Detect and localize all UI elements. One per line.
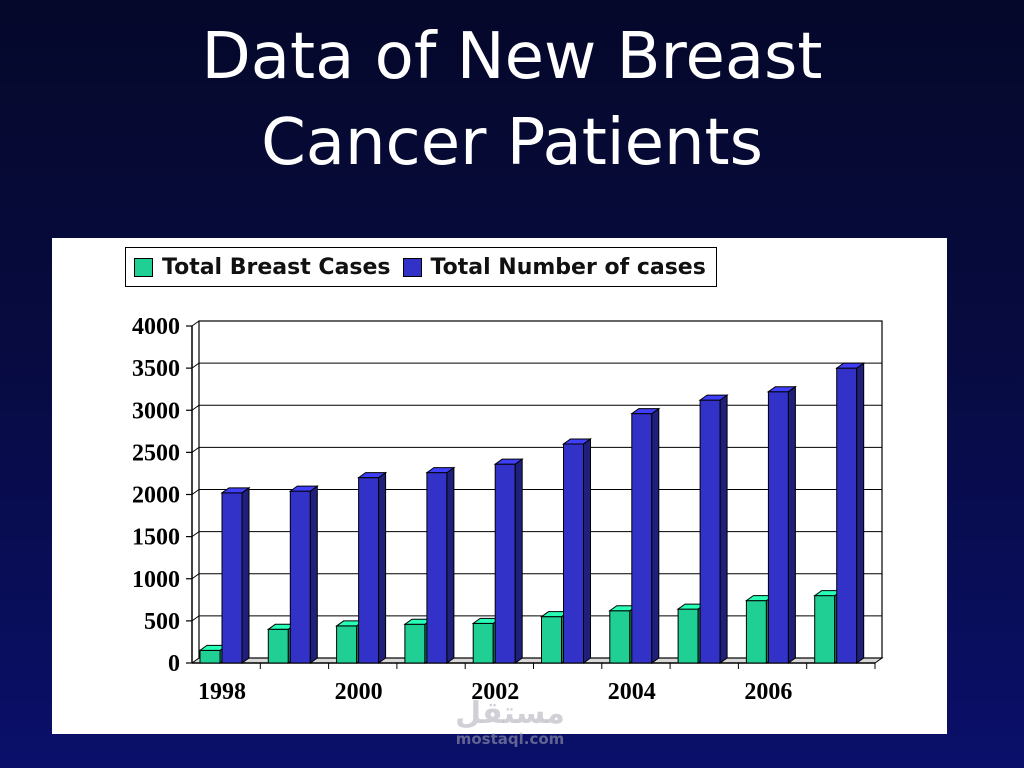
bar-2004-total-cases-side: [651, 407, 660, 664]
bar-2001-total-cases-top: [425, 467, 456, 474]
slide-title: Data of New Breast Cancer Patients: [0, 14, 1024, 186]
bar-2001-total-cases-side: [446, 466, 455, 664]
x-tick-label: 2004: [608, 679, 656, 705]
chart-panel: 0 500 1000 1500 2000 2500 3000 3500 4000 1998 2000…: [52, 238, 947, 734]
y-tick-label: 3500: [132, 356, 180, 382]
bar-2006-total-cases-top: [766, 386, 797, 393]
bar-1998-breast-cases: [199, 649, 221, 664]
legend-item: Total Number of cases: [402, 254, 706, 280]
bar-2002-total-cases: [494, 463, 516, 664]
bar-2003-total-cases-top: [561, 438, 593, 445]
watermark: مستقل mostaql.com: [430, 696, 590, 749]
y-tick-label: 2500: [132, 440, 180, 466]
bar-2006-breast-cases: [745, 600, 767, 664]
y-tick-label: 4000: [132, 314, 180, 340]
bar-2007-total-cases: [836, 367, 858, 664]
bar-2005-total-cases-top: [698, 394, 729, 401]
bar-2007-breast-cases: [814, 595, 836, 664]
bar-2002-total-cases-top: [493, 458, 524, 465]
y-tick-label: 1000: [132, 567, 180, 593]
bar-1999-total-cases: [289, 490, 311, 664]
bar-2000-total-cases-side: [378, 471, 387, 664]
y-tick-label: 0: [168, 651, 180, 677]
bar-2004-breast-cases: [609, 610, 631, 664]
bar-2003-total-cases-side: [583, 437, 591, 664]
x-tick-label: 2006: [744, 679, 792, 705]
bar-2006-total-cases-side: [787, 385, 796, 664]
y-tick-label: 1500: [132, 525, 180, 551]
bar-2003-breast-cases: [541, 616, 562, 664]
bar-2002-total-cases-side: [514, 458, 523, 664]
x-tick-label: 2002: [471, 679, 519, 705]
x-tick-label: 1998: [198, 679, 246, 705]
bar-1999-total-cases-top: [288, 485, 319, 492]
slide-title-line-2: Cancer Patients: [261, 106, 763, 180]
gridline-diagonal: [191, 362, 200, 369]
gridline-diagonal: [191, 489, 200, 495]
gridline-diagonal: [191, 446, 200, 453]
bar-1999-breast-cases: [267, 628, 289, 664]
bar-chart: 0 500 1000 1500 2000 2500 3000 3500 4000 1998 2000…: [132, 314, 884, 705]
bar-2002-breast-cases: [472, 622, 494, 664]
bar-2004-total-cases: [631, 413, 653, 664]
bar-2005-breast-cases: [677, 608, 699, 664]
bar-2007-total-cases-top: [835, 362, 866, 369]
watermark-site: mostaql.com: [455, 730, 565, 748]
bar-2001-total-cases: [426, 472, 448, 664]
bar-1998-total-cases: [221, 492, 243, 664]
y-tick-label: 3000: [132, 398, 180, 424]
bar-2004-total-cases-top: [630, 408, 661, 415]
gridline-diagonal: [191, 531, 200, 538]
legend-label: Total Breast Cases: [162, 254, 391, 280]
bar-2000-total-cases: [358, 477, 380, 664]
bar-1998-total-cases-side: [241, 486, 250, 664]
watermark-logo: مستقل: [455, 696, 565, 731]
bar-2005-total-cases-side: [719, 394, 728, 664]
legend-label: Total Number of cases: [430, 254, 706, 280]
bar-2003-total-cases: [563, 443, 584, 664]
gridline-diagonal: [191, 573, 200, 580]
bar-2000-breast-cases: [336, 625, 358, 664]
bar-1999-total-cases-side: [309, 485, 318, 664]
gridline-diagonal: [191, 404, 200, 411]
legend-swatch: [134, 257, 153, 277]
bar-2000-total-cases-top: [357, 472, 388, 479]
x-tick-label: 2000: [335, 679, 383, 705]
bar-2005-total-cases: [699, 399, 721, 664]
bar-2001-breast-cases: [404, 623, 426, 664]
slide-title-line-1: Data of New Breast: [201, 20, 823, 94]
y-tick-label: 500: [144, 609, 180, 635]
legend-item: Total Breast Cases: [134, 255, 391, 280]
bar-1998-total-cases-top: [220, 487, 251, 494]
gridline-diagonal: [191, 615, 200, 622]
bar-2006-total-cases: [767, 391, 789, 664]
chart-legend: Total Breast Cases Total Number of cases: [125, 247, 717, 287]
gridline-diagonal: [191, 320, 200, 327]
legend-swatch: [402, 257, 422, 277]
y-tick-label: 2000: [132, 483, 180, 509]
bar-2007-total-cases-side: [856, 362, 865, 664]
